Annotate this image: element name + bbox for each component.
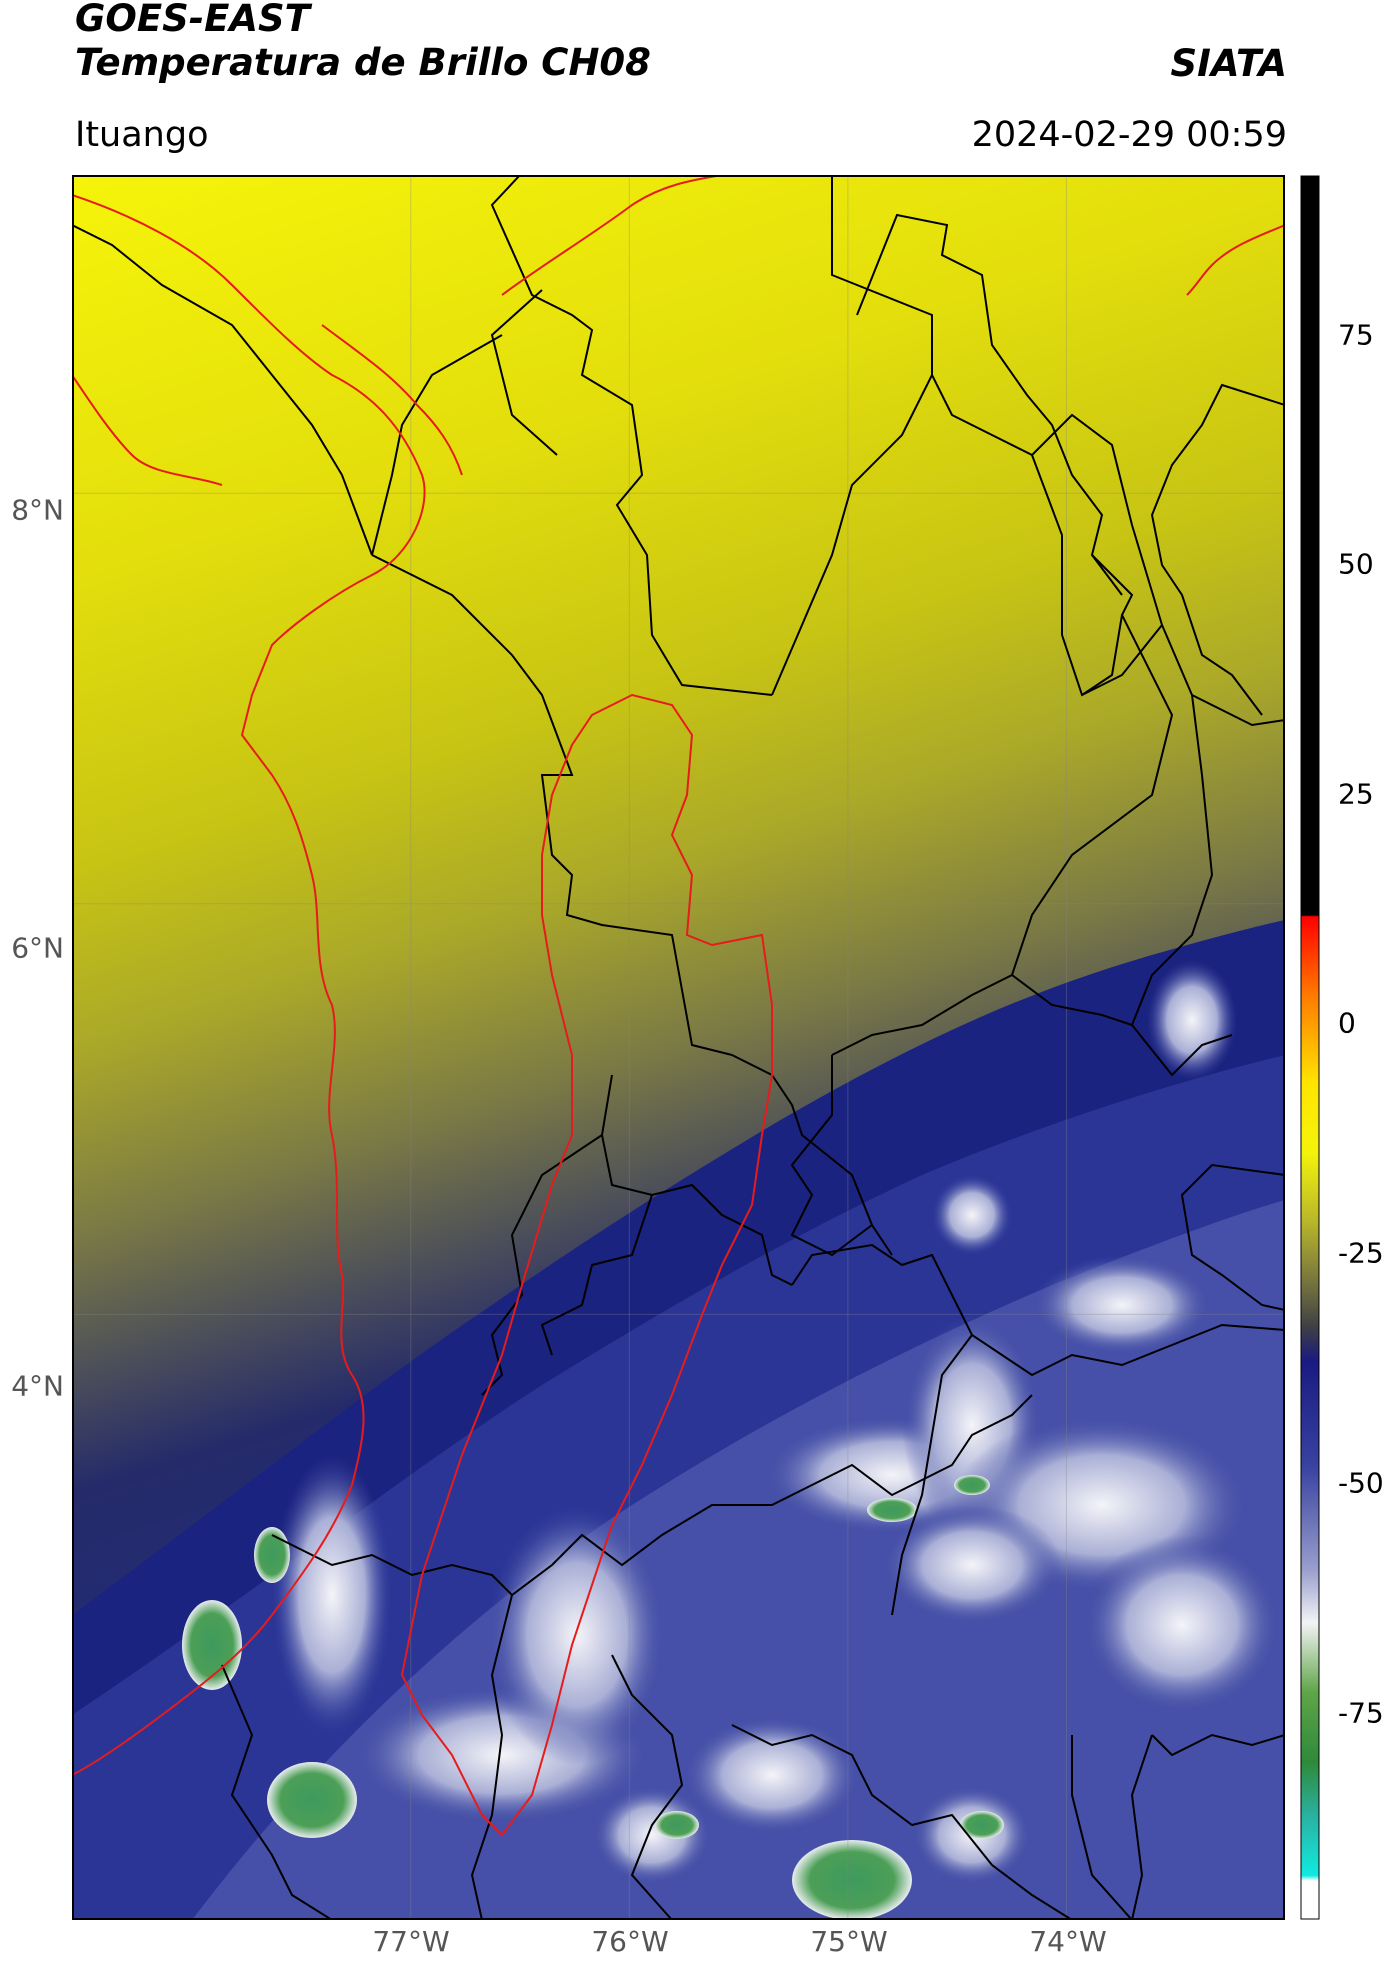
- colorbar-tick: -75: [1338, 1696, 1384, 1730]
- datetime-label: 2024-02-29 00:59: [971, 115, 1287, 155]
- basin-outline: [400, 693, 773, 1837]
- longitude-label: 76°W: [591, 1925, 669, 1958]
- colorbar-tick: 0: [1338, 1006, 1356, 1040]
- latitude-label: 6°N: [11, 931, 64, 965]
- location-label: Ituango: [75, 115, 209, 155]
- colorbar: [1300, 175, 1320, 1920]
- longitude-label: 74°W: [1029, 1925, 1107, 1958]
- administrative-boundaries: [72, 175, 1285, 1920]
- colorbar-tick: 50: [1338, 547, 1374, 581]
- map-frame: [72, 175, 1285, 1920]
- latitude-label: 4°N: [11, 1369, 64, 1403]
- longitude-label: 77°W: [372, 1925, 450, 1958]
- satellite-title: GOES-EAST: [75, 0, 310, 40]
- colorbar-tick: 75: [1338, 318, 1374, 352]
- product-title: Temperatura de Brillo CH08: [75, 41, 651, 84]
- satellite-map: [72, 175, 1285, 1920]
- latitude-label: 8°N: [11, 493, 64, 527]
- coastline: [72, 175, 1285, 1776]
- longitude-label: 75°W: [810, 1925, 888, 1958]
- organization-label: SIATA: [1170, 42, 1287, 85]
- cold-cloud-cells: [272, 960, 1282, 1885]
- very-cold-cloud-tops: [182, 1475, 1004, 1920]
- colorbar-tick: 25: [1338, 777, 1374, 811]
- colorbar-tick: -50: [1338, 1466, 1384, 1500]
- colorbar-tick: -25: [1338, 1236, 1384, 1270]
